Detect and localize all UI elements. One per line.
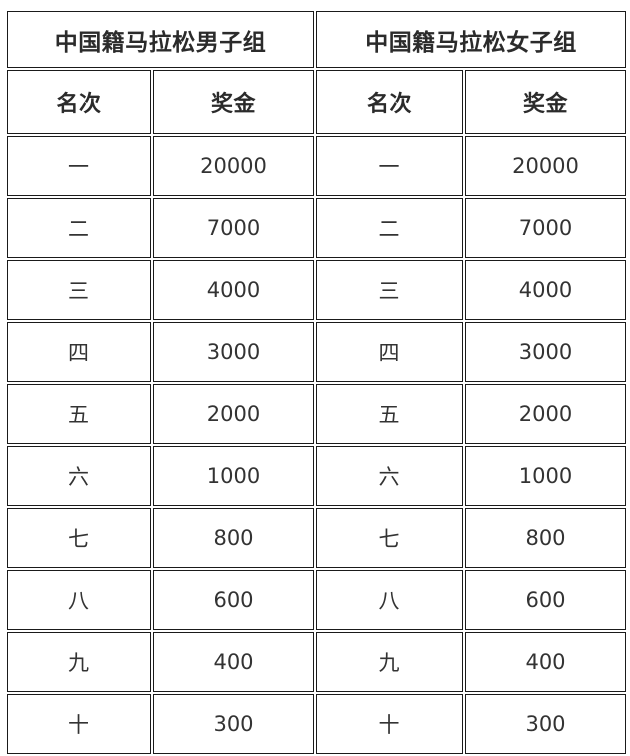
prize-cell-mens: 7000 xyxy=(153,198,314,258)
group-title-row: 中国籍马拉松男子组 中国籍马拉松女子组 xyxy=(7,11,626,68)
table-row: 五 2000 五 2000 xyxy=(7,384,626,444)
rank-cell-mens: 一 xyxy=(7,136,151,196)
rank-cell-mens: 七 xyxy=(7,508,151,568)
prize-cell-womens: 3000 xyxy=(465,322,626,382)
table-row: 十 300 十 300 xyxy=(7,694,626,754)
prize-cell-mens: 20000 xyxy=(153,136,314,196)
prize-cell-mens: 600 xyxy=(153,570,314,630)
rank-cell-mens: 六 xyxy=(7,446,151,506)
rank-cell-womens: 十 xyxy=(316,694,463,754)
prize-cell-mens: 3000 xyxy=(153,322,314,382)
rank-cell-mens: 四 xyxy=(7,322,151,382)
prize-table-container: 中国籍马拉松男子组 中国籍马拉松女子组 名次 奖金 名次 奖金 一 20000 … xyxy=(5,9,626,756)
rank-cell-womens: 一 xyxy=(316,136,463,196)
prize-cell-womens: 1000 xyxy=(465,446,626,506)
prize-cell-mens: 2000 xyxy=(153,384,314,444)
column-header-prize-mens: 奖金 xyxy=(153,70,314,134)
rank-cell-mens: 五 xyxy=(7,384,151,444)
rank-cell-mens: 八 xyxy=(7,570,151,630)
rank-cell-womens: 五 xyxy=(316,384,463,444)
table-row: 三 4000 三 4000 xyxy=(7,260,626,320)
rank-cell-womens: 三 xyxy=(316,260,463,320)
prize-cell-womens: 7000 xyxy=(465,198,626,258)
table-row: 一 20000 一 20000 xyxy=(7,136,626,196)
table-body: 中国籍马拉松男子组 中国籍马拉松女子组 名次 奖金 名次 奖金 一 20000 … xyxy=(7,11,626,754)
table-row: 四 3000 四 3000 xyxy=(7,322,626,382)
prize-cell-womens: 800 xyxy=(465,508,626,568)
prize-cell-womens: 300 xyxy=(465,694,626,754)
group-title-womens: 中国籍马拉松女子组 xyxy=(316,11,626,68)
prize-cell-womens: 600 xyxy=(465,570,626,630)
table-row: 六 1000 六 1000 xyxy=(7,446,626,506)
table-row: 二 7000 二 7000 xyxy=(7,198,626,258)
rank-cell-womens: 四 xyxy=(316,322,463,382)
rank-cell-mens: 十 xyxy=(7,694,151,754)
column-header-rank-mens: 名次 xyxy=(7,70,151,134)
column-header-row: 名次 奖金 名次 奖金 xyxy=(7,70,626,134)
rank-cell-womens: 七 xyxy=(316,508,463,568)
prize-cell-mens: 800 xyxy=(153,508,314,568)
rank-cell-womens: 二 xyxy=(316,198,463,258)
rank-cell-womens: 八 xyxy=(316,570,463,630)
marathon-prize-table: 中国籍马拉松男子组 中国籍马拉松女子组 名次 奖金 名次 奖金 一 20000 … xyxy=(5,9,628,756)
prize-cell-womens: 20000 xyxy=(465,136,626,196)
table-row: 九 400 九 400 xyxy=(7,632,626,692)
prize-cell-mens: 400 xyxy=(153,632,314,692)
rank-cell-mens: 二 xyxy=(7,198,151,258)
rank-cell-mens: 九 xyxy=(7,632,151,692)
rank-cell-womens: 六 xyxy=(316,446,463,506)
prize-cell-mens: 4000 xyxy=(153,260,314,320)
prize-cell-womens: 2000 xyxy=(465,384,626,444)
prize-cell-womens: 400 xyxy=(465,632,626,692)
table-row: 七 800 七 800 xyxy=(7,508,626,568)
prize-cell-mens: 300 xyxy=(153,694,314,754)
column-header-rank-womens: 名次 xyxy=(316,70,463,134)
rank-cell-mens: 三 xyxy=(7,260,151,320)
group-title-mens: 中国籍马拉松男子组 xyxy=(7,11,314,68)
column-header-prize-womens: 奖金 xyxy=(465,70,626,134)
prize-cell-mens: 1000 xyxy=(153,446,314,506)
table-row: 八 600 八 600 xyxy=(7,570,626,630)
rank-cell-womens: 九 xyxy=(316,632,463,692)
prize-cell-womens: 4000 xyxy=(465,260,626,320)
